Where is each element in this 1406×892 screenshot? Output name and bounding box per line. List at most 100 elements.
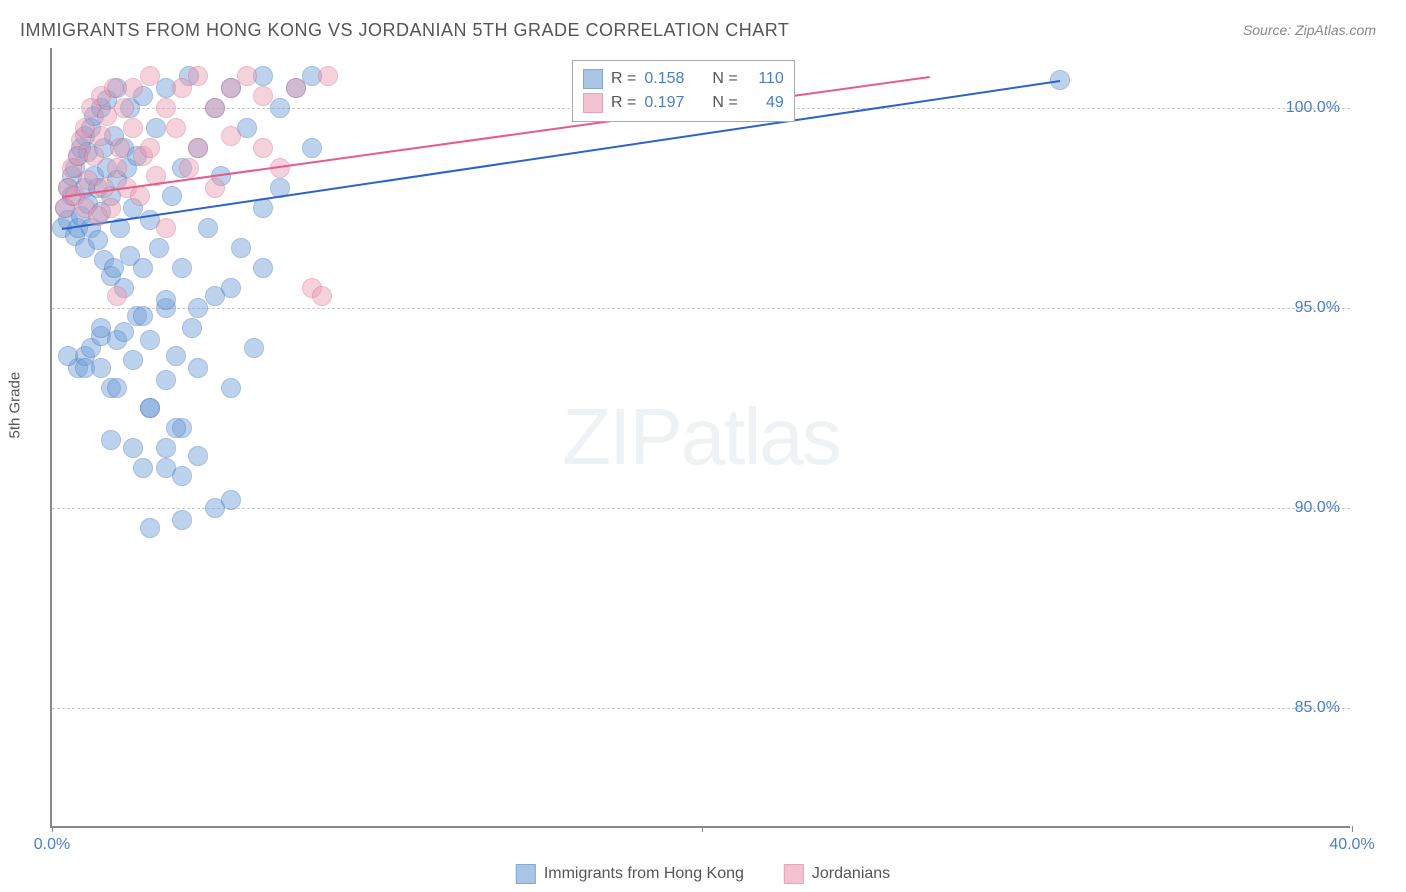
r-label: R =: [611, 70, 636, 88]
legend-swatch: [784, 864, 804, 884]
scatter-point: [182, 318, 202, 338]
xtick-label: 40.0%: [1329, 836, 1374, 854]
n-label: N =: [712, 70, 737, 88]
scatter-point: [156, 370, 176, 390]
scatter-point: [110, 138, 130, 158]
scatter-point: [270, 98, 290, 118]
scatter-point: [253, 86, 273, 106]
scatter-point: [221, 378, 241, 398]
scatter-point: [91, 358, 111, 378]
scatter-point: [114, 98, 134, 118]
scatter-point: [302, 138, 322, 158]
scatter-point: [318, 66, 338, 86]
r-label: R =: [611, 94, 636, 112]
scatter-point: [133, 258, 153, 278]
scatter-point: [205, 178, 225, 198]
scatter-point: [188, 66, 208, 86]
xtick: [702, 826, 703, 832]
legend-label: Jordanians: [812, 865, 890, 883]
xtick: [1352, 826, 1353, 832]
gridline: [52, 508, 1350, 509]
scatter-point: [114, 322, 134, 342]
ytick-label: 85.0%: [1295, 699, 1340, 717]
scatter-point: [149, 238, 169, 258]
stats-box: R = 0.158 N = 110 R = 0.197 N = 49: [572, 60, 795, 122]
scatter-point: [123, 350, 143, 370]
scatter-point: [130, 186, 150, 206]
n-label: N =: [712, 94, 737, 112]
scatter-point: [101, 430, 121, 450]
plot-area: ZIPatlas 85.0%90.0%95.0%100.0%0.0%40.0%R…: [50, 48, 1350, 828]
ytick-label: 90.0%: [1295, 499, 1340, 517]
watermark: ZIPatlas: [562, 391, 839, 483]
trend-line: [62, 76, 930, 198]
scatter-point: [104, 78, 124, 98]
scatter-point: [156, 218, 176, 238]
scatter-point: [140, 518, 160, 538]
ytick-label: 100.0%: [1286, 99, 1340, 117]
scatter-point: [166, 346, 186, 366]
scatter-point: [107, 286, 127, 306]
scatter-point: [133, 306, 153, 326]
legend: Immigrants from Hong Kong Jordanians: [516, 864, 890, 884]
scatter-point: [84, 146, 104, 166]
scatter-point: [188, 298, 208, 318]
scatter-point: [88, 230, 108, 250]
scatter-point: [188, 138, 208, 158]
scatter-point: [140, 330, 160, 350]
scatter-point: [166, 418, 186, 438]
n-value: 110: [746, 70, 784, 88]
scatter-point: [101, 198, 121, 218]
scatter-point: [205, 98, 225, 118]
legend-item: Immigrants from Hong Kong: [516, 864, 744, 884]
xtick: [52, 826, 53, 832]
scatter-point: [156, 438, 176, 458]
scatter-point: [123, 438, 143, 458]
r-value: 0.197: [644, 94, 684, 112]
scatter-point: [172, 510, 192, 530]
scatter-point: [107, 378, 127, 398]
gridline: [52, 308, 1350, 309]
scatter-point: [94, 178, 114, 198]
scatter-point: [91, 126, 111, 146]
gridline: [52, 708, 1350, 709]
legend-item: Jordanians: [784, 864, 890, 884]
xtick-label: 0.0%: [34, 836, 70, 854]
scatter-point: [123, 118, 143, 138]
scatter-point: [166, 118, 186, 138]
scatter-point: [286, 78, 306, 98]
scatter-point: [198, 218, 218, 238]
scatter-point: [312, 286, 332, 306]
scatter-point: [221, 490, 241, 510]
scatter-point: [188, 358, 208, 378]
scatter-point: [188, 446, 208, 466]
scatter-point: [156, 290, 176, 310]
y-axis-label: 5th Grade: [7, 372, 24, 439]
series-swatch: [583, 93, 603, 113]
scatter-point: [140, 398, 160, 418]
series-swatch: [583, 69, 603, 89]
scatter-point: [237, 66, 257, 86]
source-label: Source: ZipAtlas.com: [1243, 22, 1376, 38]
scatter-point: [172, 258, 192, 278]
scatter-point: [253, 138, 273, 158]
scatter-point: [146, 118, 166, 138]
scatter-point: [172, 466, 192, 486]
scatter-point: [140, 66, 160, 86]
ytick-label: 95.0%: [1295, 299, 1340, 317]
scatter-point: [162, 186, 182, 206]
r-value: 0.158: [644, 70, 684, 88]
legend-label: Immigrants from Hong Kong: [544, 865, 744, 883]
n-value: 49: [746, 94, 784, 112]
scatter-point: [91, 318, 111, 338]
scatter-point: [140, 138, 160, 158]
scatter-point: [253, 258, 273, 278]
scatter-point: [107, 158, 127, 178]
scatter-point: [244, 338, 264, 358]
stats-row: R = 0.158 N = 110: [583, 67, 784, 91]
scatter-point: [221, 278, 241, 298]
scatter-point: [221, 126, 241, 146]
scatter-point: [133, 458, 153, 478]
scatter-point: [231, 238, 251, 258]
chart-title: IMMIGRANTS FROM HONG KONG VS JORDANIAN 5…: [20, 20, 789, 41]
